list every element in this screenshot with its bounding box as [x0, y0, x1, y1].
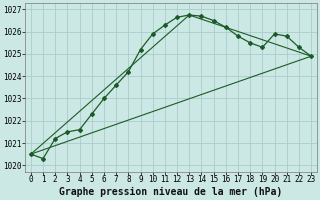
X-axis label: Graphe pression niveau de la mer (hPa): Graphe pression niveau de la mer (hPa): [60, 187, 283, 197]
